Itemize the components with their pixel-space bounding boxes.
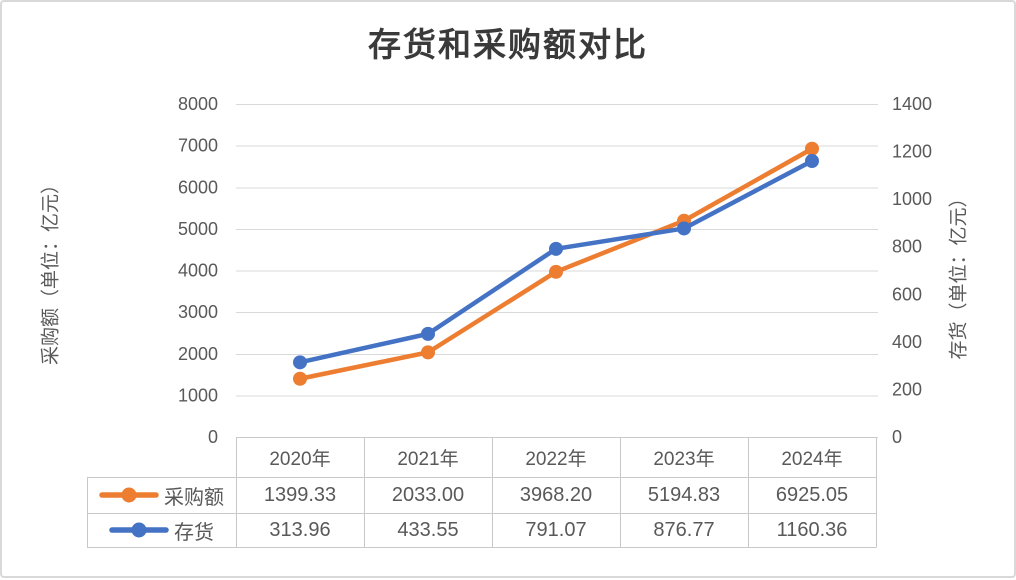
column-header-2022: 2022年 (525, 448, 587, 470)
table-cell-inventory-2020: 313.96 (269, 518, 331, 541)
inventory-series-marker (677, 221, 691, 236)
table-cell-inventory-2024: 1160.36 (776, 518, 848, 541)
left-axis-tick-label: 5000 (178, 219, 218, 239)
purchase-legend-key: 采购额 (87, 477, 236, 513)
purchase-series-marker (549, 264, 563, 279)
table-cell-purchase-2021: 2033.00 (391, 483, 465, 506)
column-header-2024: 2024年 (781, 448, 843, 470)
left-axis-tick-label: 3000 (178, 302, 218, 322)
data-table: 2020年 2021年 2022年 2023年 2024年 采购额 1399.3… (87, 437, 876, 547)
table-cell-purchase-2020: 1399.33 (263, 483, 337, 506)
chart-title: 存货和采购额对比 (368, 25, 648, 64)
left-axis-tick-label: 8000 (178, 94, 218, 114)
right-axis-tick-label: 800 (892, 237, 922, 257)
table-cell-inventory-2023: 876.77 (653, 518, 715, 541)
table-cell-inventory-2022: 791.07 (525, 518, 587, 541)
right-axis-tick-label: 600 (892, 284, 922, 304)
column-header-2020: 2020年 (269, 448, 331, 470)
right-axis-tick-label: 0 (892, 427, 902, 447)
table-corner-cell (87, 437, 236, 477)
inventory-series-marker (421, 326, 435, 341)
right-axis-tick-label: 200 (892, 379, 922, 399)
table-cell-inventory-2021: 433.55 (397, 518, 459, 541)
left-axis-tick-label: 4000 (178, 261, 218, 281)
right-axis-tick-label: 1000 (892, 189, 932, 209)
purchase-series-marker (293, 371, 307, 386)
table-cell-purchase-2024: 6925.05 (775, 483, 849, 506)
column-header-2021: 2021年 (397, 448, 459, 470)
inventory-legend-label: 存货 (174, 519, 214, 544)
purchase-series-legend-icon (99, 487, 159, 503)
inventory-legend-key: 存货 (87, 513, 236, 547)
right-axis-tick-label: 400 (892, 332, 922, 352)
table-cell-purchase-2023: 5194.83 (647, 483, 721, 506)
purchase-legend-label: 采购额 (164, 484, 224, 509)
right-axis-tick-label: 1400 (892, 94, 932, 114)
table-cell-purchase-2022: 3968.20 (519, 483, 593, 506)
purchase-series-marker (421, 345, 435, 360)
inventory-series-marker (549, 241, 563, 256)
left-axis-tick-label: 7000 (178, 136, 218, 156)
left-axis-tick-label: 0 (208, 427, 218, 447)
column-header-2023: 2023年 (653, 448, 715, 470)
left-axis-tick-label: 2000 (178, 344, 218, 364)
inventory-series-marker (293, 355, 307, 370)
inventory-series-legend-icon (109, 522, 169, 538)
left-axis-tick-label: 6000 (178, 177, 218, 197)
right-axis-tick-label: 1200 (892, 142, 932, 162)
left-axis-tick-label: 1000 (178, 385, 218, 405)
inventory-series-marker (805, 154, 819, 169)
purchase-series-marker (805, 141, 819, 156)
